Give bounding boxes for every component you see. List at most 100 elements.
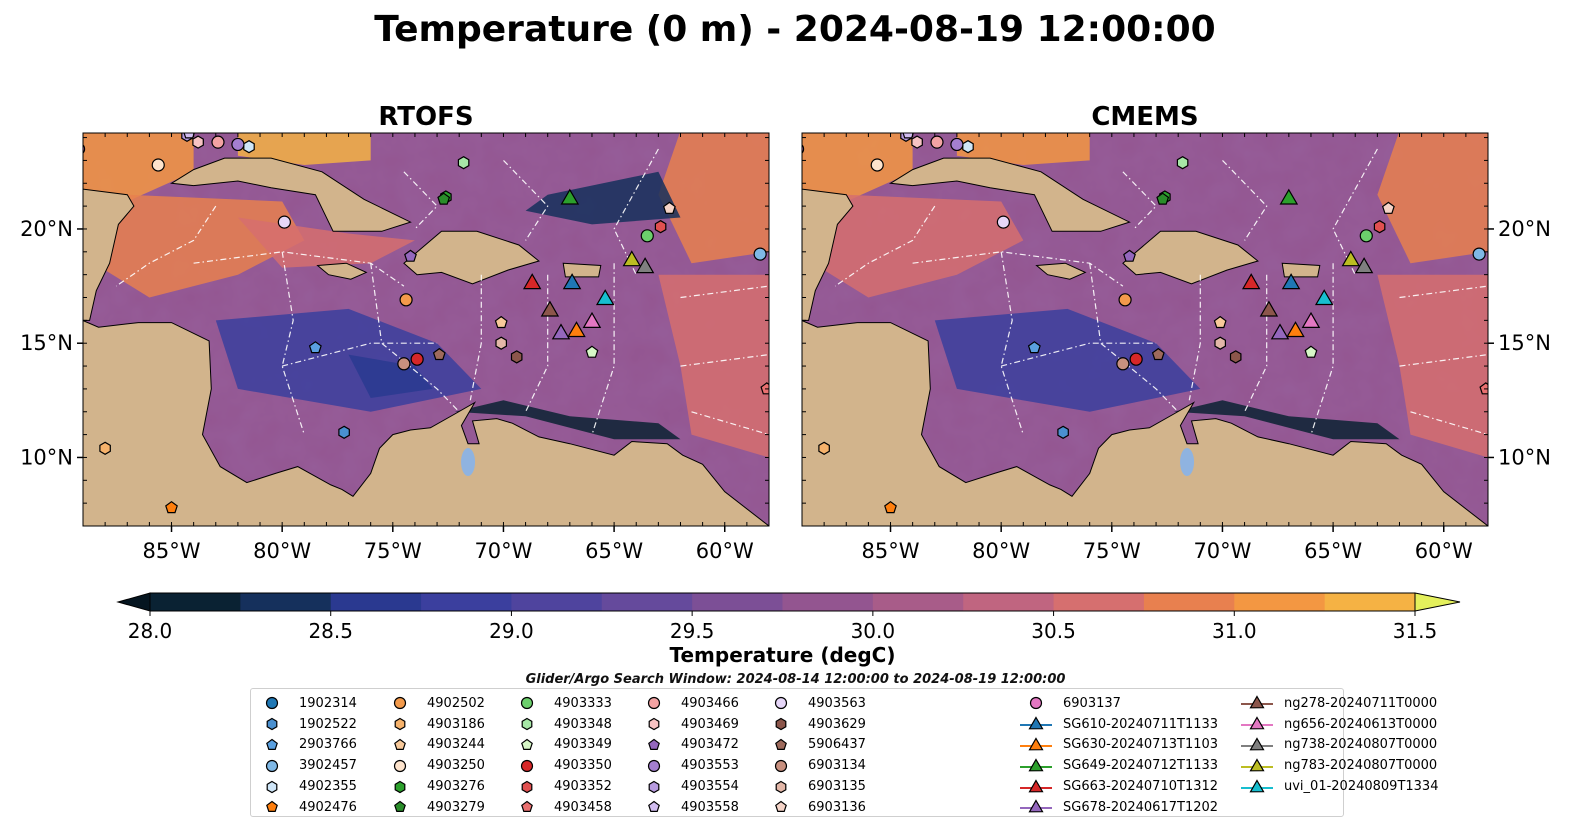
float-4902355 — [243, 140, 255, 154]
legend-swatch — [774, 697, 788, 710]
legend-label: 4903466 — [681, 695, 739, 711]
float-6903134 — [1116, 357, 1130, 371]
legend-label: SG678-20240617T1202 — [1063, 799, 1219, 815]
colorbar-bin — [1143, 593, 1235, 611]
legend-label: SG663-20240710T1312 — [1063, 779, 1219, 795]
glider-SG649-20240712T1133 — [1279, 188, 1299, 205]
legend-marker — [521, 738, 533, 750]
legend-swatch — [393, 697, 407, 710]
legend-item: 4903186 — [383, 714, 485, 735]
legend-label: 4903558 — [681, 799, 739, 815]
legend-swatch — [1020, 716, 1052, 730]
legend-label: 1902522 — [299, 716, 357, 732]
x-tick-label: 65°W — [585, 539, 643, 563]
legend-item: 6903137 — [1019, 693, 1218, 714]
float-4903250 — [151, 158, 165, 172]
y-tick-label: 20°N — [1498, 217, 1551, 241]
eez-boundary — [591, 263, 615, 435]
legend-swatch — [1020, 737, 1052, 751]
float-4903469 — [911, 135, 923, 149]
legend-item: 4903466 — [637, 693, 739, 714]
x-tick-label: 80°W — [253, 539, 311, 563]
glider-ng656-20240613T0000 — [1301, 311, 1321, 328]
float-4903348 — [457, 156, 470, 170]
temperature-patch — [658, 274, 769, 458]
float-4903244 — [494, 315, 508, 329]
legend-swatch — [775, 738, 787, 750]
float-4903279 — [1156, 192, 1170, 205]
legend-item: 6903135 — [764, 776, 866, 797]
legend-swatch — [775, 780, 787, 793]
legend-label: SG630-20240713T1103 — [1063, 737, 1219, 753]
x-tick-label: 60°W — [1415, 539, 1473, 563]
float-4903629 — [510, 350, 523, 364]
legend-item: ng783-20240807T0000 — [1240, 755, 1438, 776]
float-4902502 — [399, 293, 413, 307]
legend-marker — [1249, 778, 1265, 792]
glider-SG630-20240713T1103 — [1286, 321, 1305, 338]
land — [562, 262, 602, 278]
float-4903279 — [437, 192, 451, 205]
eez-boundary — [193, 251, 405, 287]
legend-item: 4903472 — [637, 735, 739, 756]
figure-title: Temperature (0 m) - 2024-08-19 12:00:00 — [374, 9, 1215, 50]
float-6903135 — [1214, 336, 1227, 350]
legend-marker — [393, 759, 407, 772]
glider-ng738-20240807T0000 — [1354, 257, 1374, 274]
y-tick-label: 10°N — [1498, 445, 1551, 469]
legend-swatch — [1020, 758, 1052, 772]
eez-boundary — [115, 205, 217, 287]
temperature-patch — [1377, 274, 1488, 458]
x-tick-label: 60°W — [696, 539, 754, 563]
colorbar-tick-label: 31.0 — [1212, 619, 1257, 643]
colorbar-bin — [692, 593, 783, 611]
legend-label: 2903766 — [299, 737, 357, 753]
legend-column: 1902314 1902522 2903766 3902457 4902355 49024… — [255, 693, 357, 818]
legend-label: 6903137 — [1063, 695, 1121, 711]
eez-boundary — [680, 354, 769, 367]
legend-item: 4903244 — [383, 735, 485, 756]
legend-column: 4902502 4903186 4903244 4903250 4903276 49032… — [383, 693, 485, 818]
legend-item: uvi_01-20240809T1334 — [1240, 776, 1438, 797]
float-4903186 — [99, 441, 111, 455]
legend-item: 6903134 — [764, 755, 866, 776]
land — [169, 157, 412, 232]
float-4903348 — [1176, 156, 1189, 170]
legend-label: SG610-20240711T1133 — [1063, 716, 1219, 732]
legend-swatch — [1241, 758, 1273, 772]
temperature-patch — [658, 133, 769, 264]
legend-swatch — [775, 717, 787, 731]
legend-swatch — [1241, 716, 1273, 730]
legend-marker — [648, 780, 660, 793]
legend-item: 4903558 — [637, 797, 739, 818]
float-4903466 — [211, 135, 225, 149]
colorbar-frame — [149, 592, 1416, 612]
eez-boundary — [680, 285, 769, 299]
float-4903350 — [410, 352, 424, 366]
legend-item: ng278-20240711T0000 — [1240, 693, 1438, 714]
legend-label: 4903276 — [427, 779, 485, 795]
float-4903250 — [870, 158, 884, 172]
legend-marker — [394, 738, 406, 750]
legend-label: 4903349 — [554, 737, 612, 753]
legend-column: 4903563 4903629 5906437 6903134 6903135 69031… — [764, 693, 866, 818]
legend-marker — [1028, 716, 1044, 730]
eez-boundary — [503, 159, 549, 241]
legend-marker — [265, 759, 279, 772]
legend-marker — [1249, 758, 1265, 772]
colorbar-bin — [240, 593, 332, 611]
x-tick-label: 85°W — [143, 539, 201, 563]
legend-marker — [647, 697, 661, 710]
float-6903136 — [1381, 201, 1395, 214]
legend-marker — [1028, 737, 1044, 751]
float-4903186 — [818, 441, 830, 455]
glider-SG678-20240617T1202 — [551, 323, 571, 340]
legend-item: 4903348 — [510, 714, 612, 735]
legend-marker — [774, 697, 788, 710]
legend-swatch — [1241, 778, 1273, 792]
legend-column: 4903466 4903469 4903472 4903553 4903554 49035… — [637, 693, 739, 818]
land — [888, 157, 1131, 232]
eez-boundary — [1000, 251, 1024, 435]
float-4903469 — [192, 135, 204, 149]
